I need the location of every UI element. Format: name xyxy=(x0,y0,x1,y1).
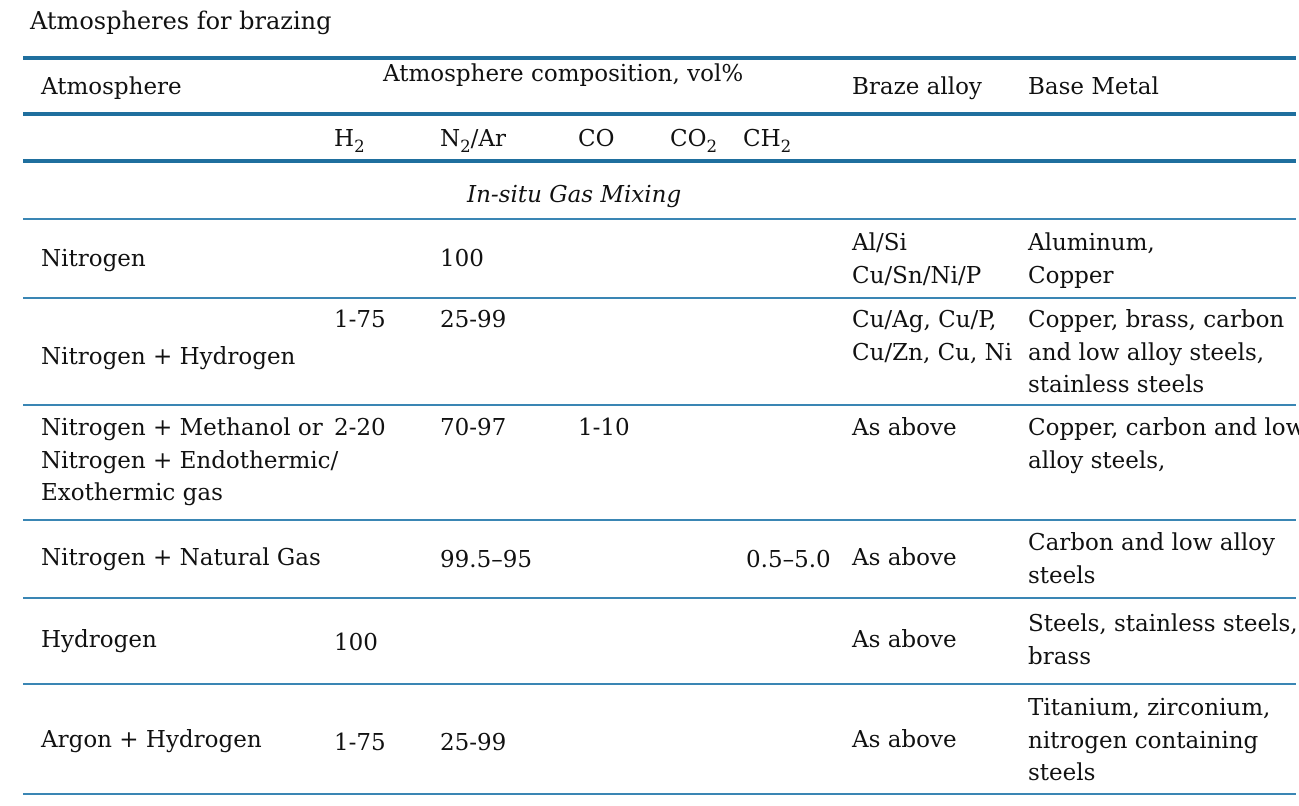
cell-braze: Cu/Sn/Ni/P xyxy=(852,262,982,289)
cell-ch2: 0.5–5.0 xyxy=(746,547,831,573)
bottom-rule xyxy=(23,793,1296,795)
cell-atmosphere: Hydrogen xyxy=(41,627,157,653)
row-divider xyxy=(23,297,1296,299)
subheader-co: CO xyxy=(578,126,615,152)
cell-atmosphere: Nitrogen + Endothermic/ xyxy=(41,447,339,474)
cell-base: brass xyxy=(1028,643,1092,670)
subheader-co2: CO2 xyxy=(670,126,717,156)
cell-braze: Cu/Ag, Cu/P, xyxy=(852,307,997,333)
cell-braze: Cu/Zn, Cu, Ni xyxy=(852,339,1013,366)
row-divider xyxy=(23,597,1296,599)
cell-base: Aluminum, xyxy=(1028,230,1155,256)
subheader-rule xyxy=(23,159,1296,163)
cell-braze: As above xyxy=(852,415,957,441)
cell-h2: 1-75 xyxy=(334,730,386,756)
cell-atmosphere: Nitrogen xyxy=(41,246,146,272)
section-rule xyxy=(23,218,1296,220)
cell-n2ar: 25-99 xyxy=(440,730,507,756)
subheader-ch2: CH2 xyxy=(743,126,792,156)
cell-n2ar: 70-97 xyxy=(440,415,507,441)
cell-base: Steels, stainless steels, xyxy=(1028,611,1298,637)
section-label: In-situ Gas Mixing xyxy=(467,182,682,208)
cell-n2ar: 25-99 xyxy=(440,307,507,333)
cell-base: alloy steels, xyxy=(1028,447,1166,474)
cell-base: Copper, brass, carbon xyxy=(1028,307,1285,333)
header-composition: Atmosphere composition, vol% xyxy=(383,61,744,87)
header-base-metal: Base Metal xyxy=(1028,74,1159,100)
cell-base: Titanium, zirconium, xyxy=(1028,695,1271,721)
cell-base: Carbon and low alloy xyxy=(1028,530,1276,556)
cell-h2: 100 xyxy=(334,630,378,656)
cell-base: Copper, carbon and low xyxy=(1028,415,1299,441)
row-divider xyxy=(23,404,1296,406)
cell-base: Copper xyxy=(1028,262,1114,289)
cell-braze: As above xyxy=(852,545,957,571)
cell-atmosphere: Exothermic gas xyxy=(41,480,223,506)
header-atmosphere: Atmosphere xyxy=(41,74,182,100)
cell-atmosphere: Nitrogen + Hydrogen xyxy=(41,344,296,370)
cell-base: steels xyxy=(1028,760,1096,786)
cell-h2: 2-20 xyxy=(334,415,386,441)
top-rule xyxy=(23,56,1296,60)
cell-atmosphere: Argon + Hydrogen xyxy=(41,727,262,753)
cell-braze: Al/Si xyxy=(852,230,907,256)
cell-atmosphere: Nitrogen + Natural Gas xyxy=(41,545,321,571)
table-title: Atmospheres for brazing xyxy=(30,7,332,35)
cell-base: nitrogen containing xyxy=(1028,727,1259,754)
cell-base: stainless steels xyxy=(1028,372,1205,398)
subheader-h2: H2 xyxy=(334,126,365,156)
cell-h2: 1-75 xyxy=(334,307,386,333)
row-divider xyxy=(23,519,1296,521)
header-braze-alloy: Braze alloy xyxy=(852,74,982,100)
row-divider xyxy=(23,683,1296,685)
cell-co: 1-10 xyxy=(578,415,630,441)
cell-base: and low alloy steels, xyxy=(1028,339,1265,366)
cell-n2ar: 100 xyxy=(440,246,484,272)
header-rule xyxy=(23,112,1296,116)
subheader-n2-ar: N2/Ar xyxy=(440,126,507,156)
cell-braze: As above xyxy=(852,727,957,753)
cell-braze: As above xyxy=(852,627,957,653)
cell-n2ar: 99.5–95 xyxy=(440,547,532,573)
cell-atmosphere: Nitrogen + Methanol or xyxy=(41,415,323,441)
cell-base: steels xyxy=(1028,562,1096,589)
